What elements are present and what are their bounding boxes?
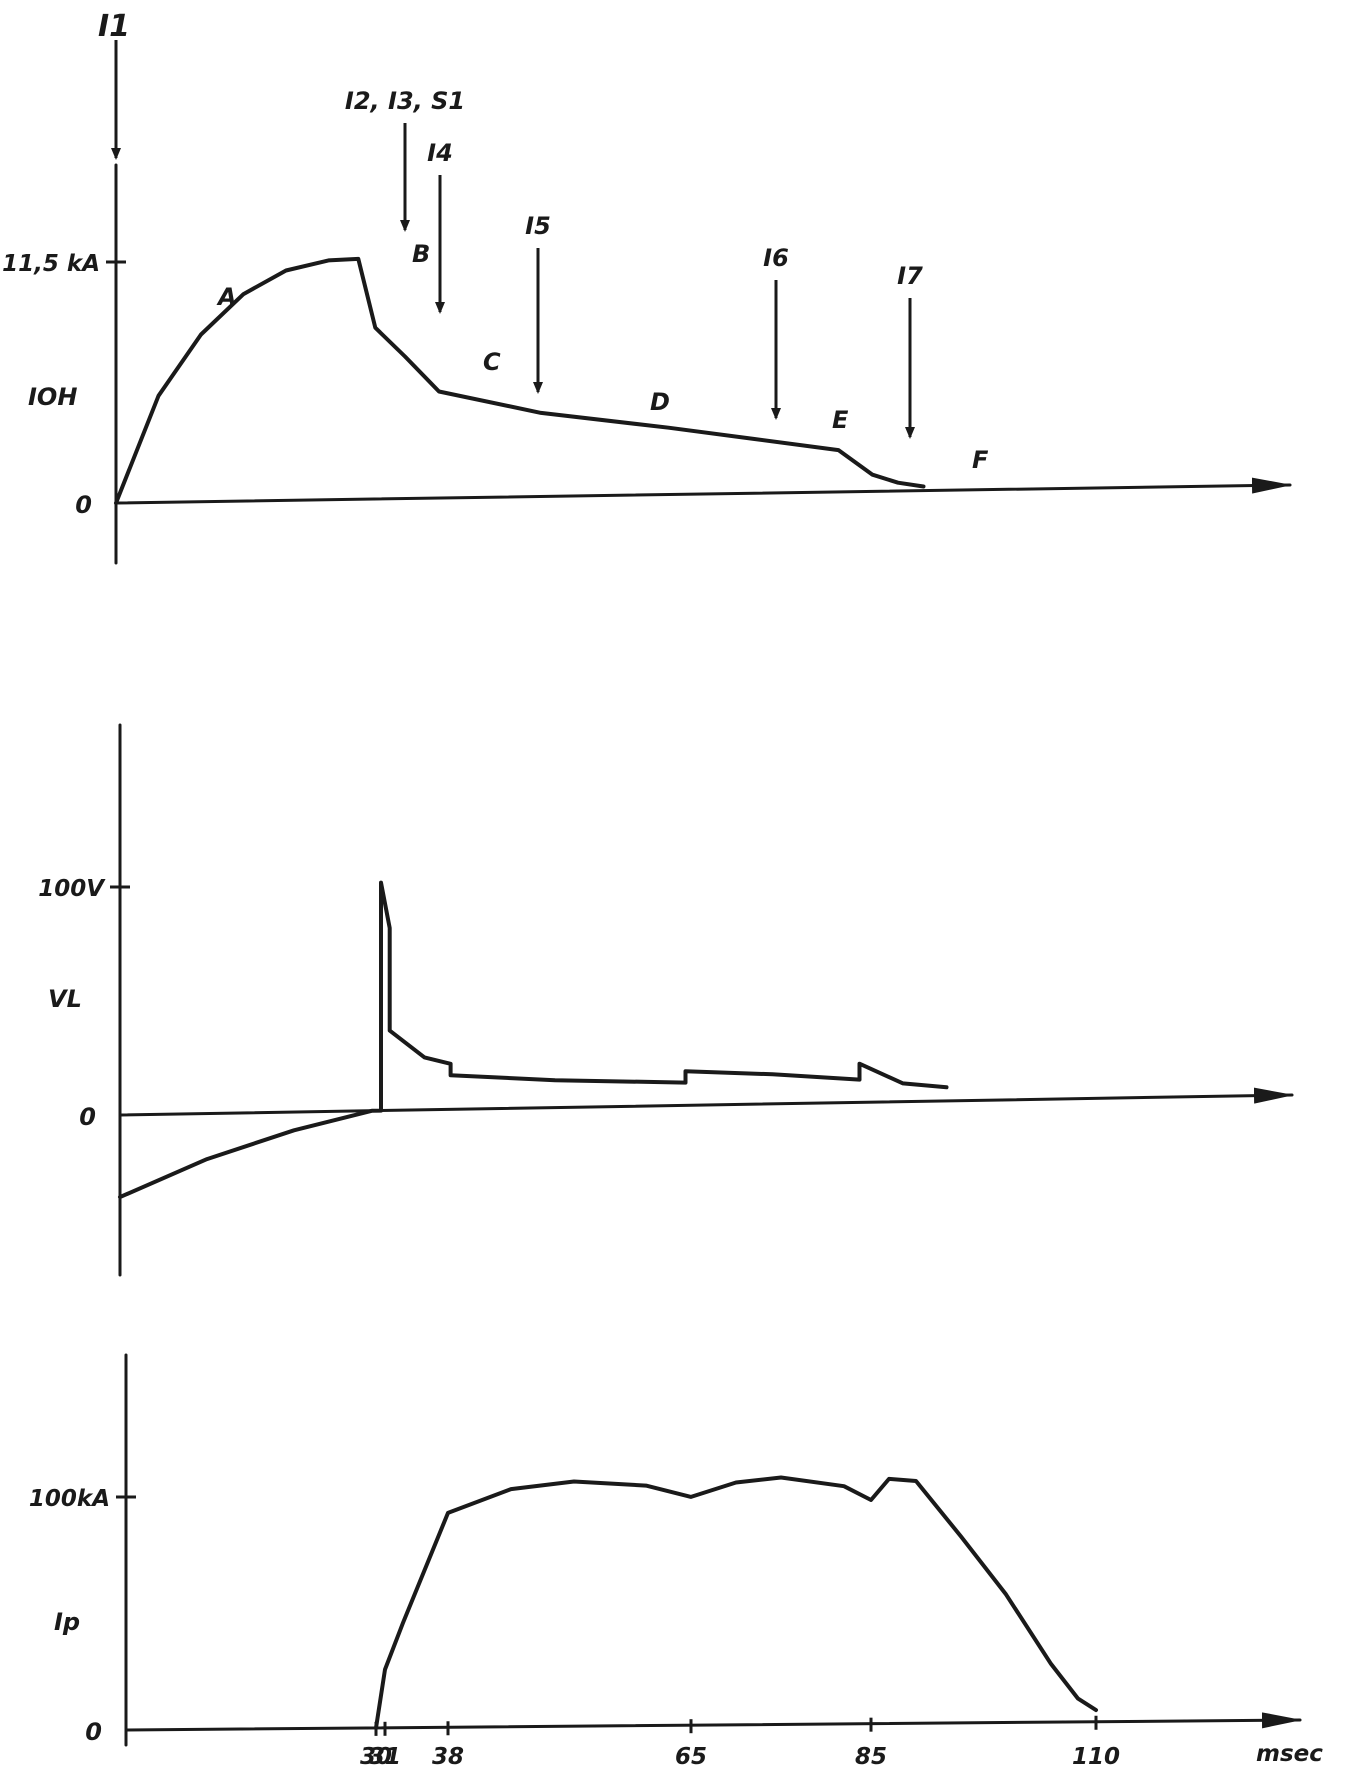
p1-event-markers: I2, I3, S1 I4 I5 I6 I7 (345, 87, 923, 439)
i1-label: I1 (98, 9, 130, 44)
segment-label-c: C (483, 348, 501, 376)
p2-tick-label-max: 100V (38, 876, 106, 902)
p2-x-axis (118, 1087, 1294, 1117)
p1-tick-label-zero: 0 (75, 491, 92, 519)
p3-x-tick-label-110: 110 (1072, 1744, 1120, 1770)
p2-tick-label-zero: 0 (79, 1103, 96, 1131)
p1-ylabel: IOH (28, 383, 77, 411)
p1-segment-labels: A B C D E F (216, 240, 989, 474)
event-marker-label-1: I2, I3, S1 (345, 87, 465, 115)
p2-curve-group (118, 880, 949, 1200)
p1-tick-label-max: 11,5 kA (2, 251, 100, 277)
p3-x-tick-label-65: 65 (675, 1744, 707, 1770)
p3-curve-group (374, 1475, 1098, 1730)
segment-label-d: D (650, 388, 670, 416)
event-marker-label-2: I4 (427, 139, 453, 167)
segment-label-b: B (412, 240, 430, 268)
segment-label-e: E (832, 406, 849, 434)
p3-x-axis (124, 1712, 1302, 1732)
event-marker-label-5: I7 (897, 262, 923, 290)
panel-voltage-vl: 100V 0 VL (38, 723, 1294, 1277)
event-marker-label-3: I5 (525, 212, 551, 240)
p3-tick-label-zero: 0 (85, 1718, 102, 1746)
segment-label-f: F (972, 446, 989, 474)
ip-curve-series-0 (374, 1475, 1098, 1730)
p3-tick-label-max: 100kA (29, 1486, 110, 1512)
p3-x-unit: msec (1256, 1741, 1323, 1767)
p3-x-tick-label-38: 38 (432, 1744, 464, 1770)
segment-label-a: A (216, 283, 237, 311)
p1-x-axis (114, 477, 1292, 505)
ioh-curve-series-0 (114, 256, 926, 505)
p3-x-tick-label-85: 85 (855, 1744, 887, 1770)
event-marker-label-4: I6 (763, 244, 789, 272)
p2-ylabel: VL (48, 985, 82, 1013)
p3-x-tick-label-30: 30 (360, 1744, 392, 1770)
p1-curve-group (114, 256, 926, 505)
vl-curve-series-0 (118, 880, 949, 1200)
p3-ylabel: Ip (54, 1608, 80, 1636)
p3-x-tick-label-31: 31 (369, 1744, 401, 1770)
panel-current-ioh: I1 11,5 kA 0 IOH I2, I3, S1 I4 I5 I6 I7 A B … (2, 9, 1292, 565)
